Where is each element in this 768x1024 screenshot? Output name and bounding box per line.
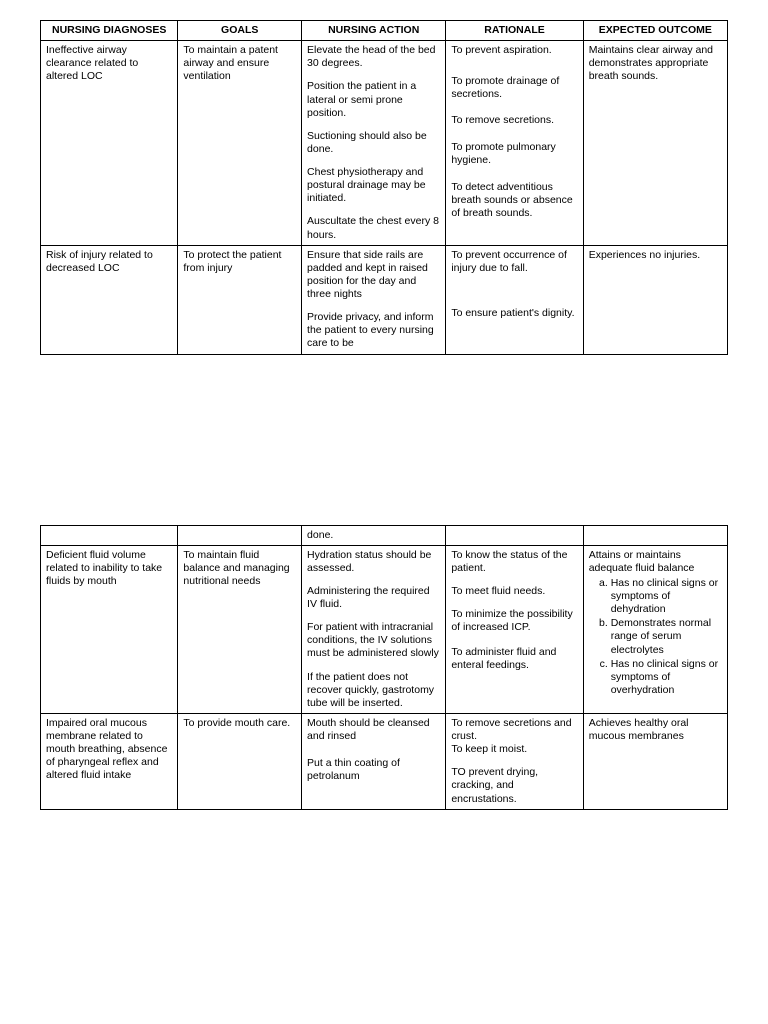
row-airway: Ineffective airway clearance related to … bbox=[41, 41, 728, 246]
rat-1: To remove secretions and crust. bbox=[451, 717, 577, 743]
out-intro: Attains or maintains adequate fluid bala… bbox=[589, 549, 695, 574]
header-rat: RATIONALE bbox=[446, 21, 583, 41]
cell-out: Experiences no injuries. bbox=[583, 245, 727, 354]
cell-goals bbox=[178, 525, 302, 545]
cell-goals: To protect the patient from injury bbox=[178, 245, 302, 354]
cell-action: Mouth should be cleansed and rinsed Put … bbox=[302, 713, 446, 809]
care-plan-table-2: done. Deficient fluid volume related to … bbox=[40, 525, 728, 810]
rat-3: TO prevent drying, cracking, and encrust… bbox=[451, 766, 577, 805]
cell-out: Maintains clear airway and demonstrates … bbox=[583, 41, 727, 246]
action-3: For patient with intracranial conditions… bbox=[307, 621, 440, 660]
cell-goals: To provide mouth care. bbox=[178, 713, 302, 809]
cell-rat bbox=[446, 525, 583, 545]
cell-out: Attains or maintains adequate fluid bala… bbox=[583, 545, 727, 713]
cell-rat: To prevent occurrence of injury due to f… bbox=[446, 245, 583, 354]
action-1: Mouth should be cleansed and rinsed bbox=[307, 717, 440, 743]
action-2: Administering the required IV fluid. bbox=[307, 585, 440, 611]
cell-goals: To maintain a patent airway and ensure v… bbox=[178, 41, 302, 246]
rat-4: To administer fluid and enteral feedings… bbox=[451, 646, 577, 672]
cell-action: done. bbox=[302, 525, 446, 545]
rat-4: To promote pulmonary hygiene. bbox=[451, 141, 577, 167]
cell-rat: To prevent aspiration. To promote draina… bbox=[446, 41, 583, 246]
cell-out bbox=[583, 525, 727, 545]
action-4: If the patient does not recover quickly,… bbox=[307, 671, 440, 710]
header-row: NURSING DIAGNOSES GOALS NURSING ACTION R… bbox=[41, 21, 728, 41]
cell-goals: To maintain fluid balance and managing n… bbox=[178, 545, 302, 713]
action-4: Chest physiotherapy and postural drainag… bbox=[307, 166, 440, 205]
cell-diag bbox=[41, 525, 178, 545]
page-break-gap bbox=[40, 355, 728, 525]
rat-1: To prevent aspiration. bbox=[451, 44, 577, 57]
cell-diag: Deficient fluid volume related to inabil… bbox=[41, 545, 178, 713]
cell-out: Achieves healthy oral mucous membranes bbox=[583, 713, 727, 809]
row-fluid: Deficient fluid volume related to inabil… bbox=[41, 545, 728, 713]
action-3: Suctioning should also be done. bbox=[307, 130, 440, 156]
rat-2: To keep it moist. bbox=[451, 743, 577, 756]
out-a: Has no clinical signs or symptoms of deh… bbox=[611, 577, 722, 616]
action-2: Position the patient in a lateral or sem… bbox=[307, 80, 440, 119]
header-diag: NURSING DIAGNOSES bbox=[41, 21, 178, 41]
header-goals: GOALS bbox=[178, 21, 302, 41]
cell-diag: Ineffective airway clearance related to … bbox=[41, 41, 178, 246]
row-injury-cont: done. bbox=[41, 525, 728, 545]
action-1: Ensure that side rails are padded and ke… bbox=[307, 249, 440, 302]
cell-rat: To remove secretions and crust. To keep … bbox=[446, 713, 583, 809]
out-sublist: Has no clinical signs or symptoms of deh… bbox=[589, 577, 722, 697]
action-1: Hydration status should be assessed. bbox=[307, 549, 440, 575]
rat-3: To remove secretions. bbox=[451, 114, 577, 127]
cell-action: Ensure that side rails are padded and ke… bbox=[302, 245, 446, 354]
action-1: Elevate the head of the bed 30 degrees. bbox=[307, 44, 440, 70]
action-2: Provide privacy, and inform the patient … bbox=[307, 311, 440, 350]
rat-2: To meet fluid needs. bbox=[451, 585, 577, 598]
rat-1: To know the status of the patient. bbox=[451, 549, 577, 575]
header-out: EXPECTED OUTCOME bbox=[583, 21, 727, 41]
row-oral: Impaired oral mucous membrane related to… bbox=[41, 713, 728, 809]
action-5: Auscultate the chest every 8 hours. bbox=[307, 215, 440, 241]
out-c: Has no clinical signs or symptoms of ove… bbox=[611, 658, 722, 697]
cell-diag: Risk of injury related to decreased LOC bbox=[41, 245, 178, 354]
cell-rat: To know the status of the patient. To me… bbox=[446, 545, 583, 713]
header-action: NURSING ACTION bbox=[302, 21, 446, 41]
row-injury: Risk of injury related to decreased LOC … bbox=[41, 245, 728, 354]
rat-3: To minimize the possibility of increased… bbox=[451, 608, 577, 634]
action-2: Put a thin coating of petrolanum bbox=[307, 757, 440, 783]
rat-5: To detect adventitious breath sounds or … bbox=[451, 181, 577, 220]
cell-diag: Impaired oral mucous membrane related to… bbox=[41, 713, 178, 809]
cell-action: Elevate the head of the bed 30 degrees. … bbox=[302, 41, 446, 246]
cell-action: Hydration status should be assessed. Adm… bbox=[302, 545, 446, 713]
rat-1: To prevent occurrence of injury due to f… bbox=[451, 249, 577, 275]
rat-2: To ensure patient's dignity. bbox=[451, 307, 577, 320]
rat-2: To promote drainage of secretions. bbox=[451, 75, 577, 101]
care-plan-table-1: NURSING DIAGNOSES GOALS NURSING ACTION R… bbox=[40, 20, 728, 355]
out-b: Demonstrates normal range of serum elect… bbox=[611, 617, 722, 656]
